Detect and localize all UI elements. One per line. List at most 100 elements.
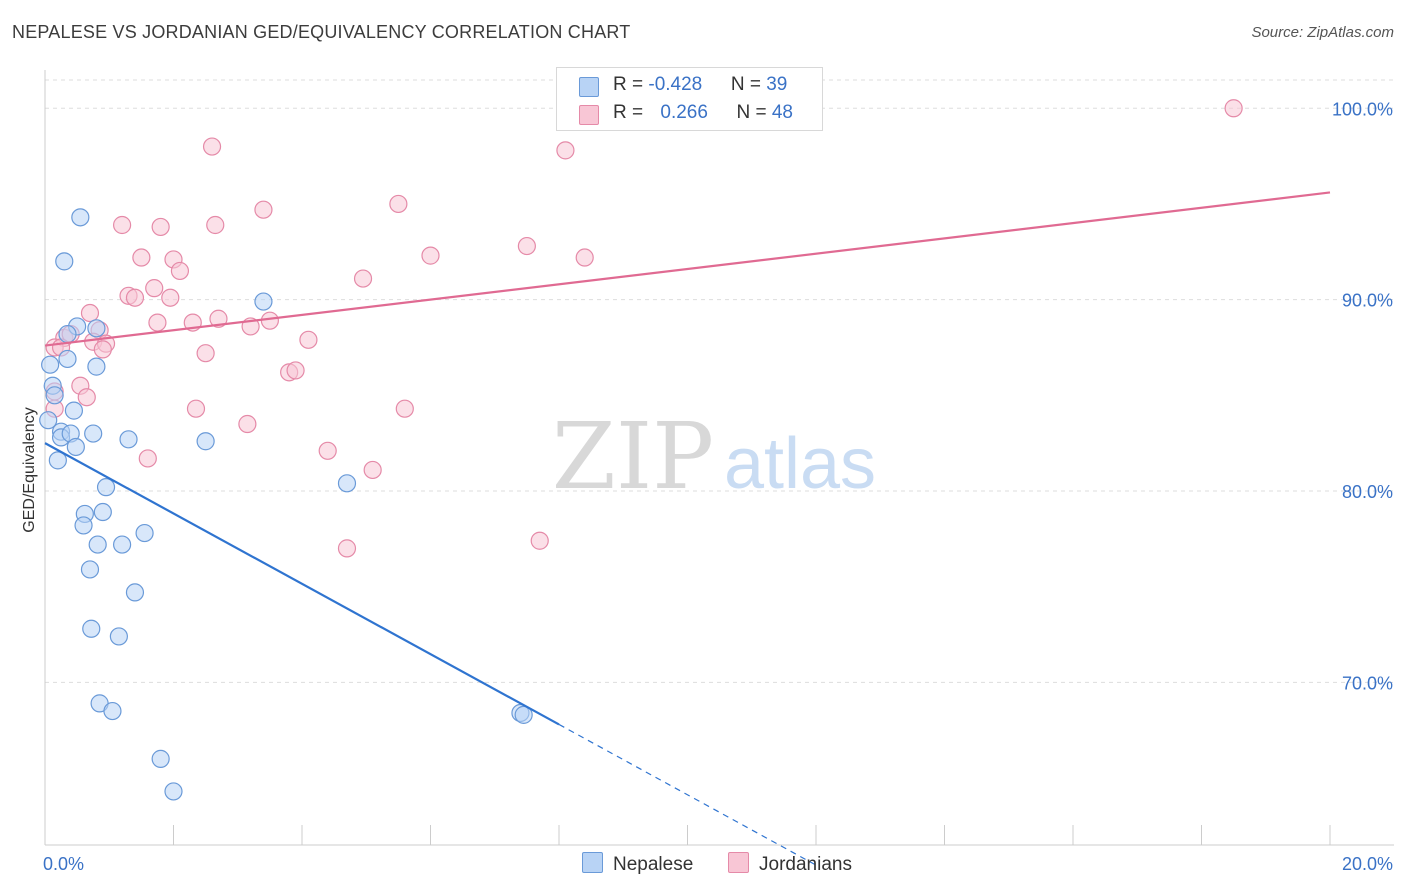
nepalese-trendline bbox=[44, 442, 560, 726]
jordanian-point bbox=[299, 330, 318, 349]
jordanian-point bbox=[318, 441, 337, 460]
jordanian-point bbox=[1224, 99, 1243, 118]
y-tick-label: 90.0% bbox=[1342, 291, 1393, 311]
jordanian-point bbox=[132, 248, 151, 267]
jordanian-point bbox=[77, 388, 96, 407]
nepalese-point bbox=[71, 208, 90, 227]
nepalese-point bbox=[88, 535, 107, 554]
nepalese-point bbox=[58, 324, 77, 344]
bottom-legend-label-nepalese: Nepalese bbox=[613, 854, 694, 875]
jordanian-point bbox=[575, 248, 594, 267]
nepalese-point bbox=[119, 430, 138, 449]
nepalese-point bbox=[64, 401, 84, 420]
jordanian-point bbox=[209, 309, 228, 328]
nepalese-point bbox=[196, 432, 215, 451]
jordanian-point bbox=[337, 539, 357, 558]
jordanian-point bbox=[202, 137, 222, 156]
jordanian-point bbox=[93, 340, 112, 359]
x-tick-label-max: 20.0% bbox=[1342, 854, 1393, 874]
nepalese-point bbox=[41, 355, 60, 374]
jordanian-point bbox=[286, 361, 305, 380]
jordanian-point bbox=[353, 269, 373, 288]
trendlines bbox=[44, 191, 1331, 866]
legend-r-value-nepalese: -0.428 bbox=[648, 74, 703, 95]
nepalese-point bbox=[337, 474, 357, 493]
legend-swatch-jordanian bbox=[579, 105, 599, 125]
legend-r-value-jordanian: 0.266 bbox=[660, 102, 708, 123]
legend-r-label-nepalese: R = bbox=[613, 74, 649, 95]
legend-swatch-nepalese bbox=[579, 77, 599, 97]
bottom-legend-label-jordanian: Jordanians bbox=[759, 854, 852, 875]
jordanian-point bbox=[238, 414, 257, 434]
bottom-legend-nepalese: Nepalese bbox=[582, 852, 693, 876]
y-tick-label: 100.0% bbox=[1332, 99, 1393, 119]
watermark: ZIP atlas bbox=[552, 403, 876, 510]
nepalese-trendline-extension bbox=[558, 723, 817, 866]
jordanian-point bbox=[80, 303, 100, 323]
nepalese-point bbox=[164, 782, 183, 801]
jordanian-point bbox=[556, 141, 575, 160]
legend-n-label-jordanian: N = bbox=[736, 102, 772, 123]
y-tick-label: 70.0% bbox=[1342, 673, 1393, 693]
nepalese-point bbox=[74, 516, 93, 535]
nepalese-point bbox=[151, 749, 170, 768]
jordanian-point bbox=[125, 288, 145, 307]
nepalese-point bbox=[87, 357, 106, 376]
bottom-legend-swatch-jordanian bbox=[728, 852, 749, 873]
jordanian-point bbox=[138, 449, 157, 468]
jordanian-point bbox=[196, 344, 215, 363]
jordanian-point bbox=[186, 399, 206, 418]
nepalese-point bbox=[112, 535, 132, 554]
nepalese-point bbox=[125, 583, 145, 602]
jordanian-point bbox=[170, 261, 190, 281]
tick-labels: 70.0% 80.0% 90.0% 100.0% 0.0% 20.0% bbox=[43, 99, 1393, 874]
nepalese-point bbox=[82, 619, 101, 638]
nepalese-point bbox=[93, 502, 112, 522]
nepalese-point bbox=[48, 451, 67, 470]
nepalese-point bbox=[39, 411, 58, 430]
nepalese-point bbox=[514, 705, 533, 724]
nepalese-point bbox=[45, 386, 64, 405]
jordanian-point bbox=[421, 246, 440, 265]
nepalese-point bbox=[80, 560, 100, 579]
y-tick-label: 80.0% bbox=[1342, 482, 1393, 502]
nepalese-point bbox=[135, 523, 154, 543]
jordanian-point bbox=[112, 215, 132, 235]
jordanian-point bbox=[395, 399, 414, 418]
nepalese-point bbox=[87, 319, 106, 338]
source-label: Source: ZipAtlas.com bbox=[1251, 24, 1394, 41]
jordanian-trendline bbox=[44, 191, 1331, 347]
jordanian-point bbox=[145, 279, 164, 298]
correlation-legend: R = -0.428 N = 39 R = 0.266 N = 48 bbox=[556, 67, 823, 131]
axis-layer bbox=[44, 70, 1394, 846]
legend-n-value-nepalese: 39 bbox=[766, 74, 788, 95]
legend-n-label-nepalese: N = bbox=[730, 74, 767, 95]
jordanian-point bbox=[254, 200, 273, 219]
jordanian-point bbox=[363, 460, 382, 480]
nepalese-point bbox=[109, 627, 128, 646]
jordanian-point bbox=[530, 531, 549, 550]
nepalese-point bbox=[58, 349, 77, 369]
nepalese-point bbox=[84, 424, 103, 443]
jordanian-point bbox=[151, 217, 170, 237]
nepalese-point bbox=[96, 478, 116, 497]
x-tick-label-min: 0.0% bbox=[43, 854, 84, 874]
nepalese-point bbox=[66, 437, 85, 457]
nepalese-point bbox=[103, 701, 122, 721]
nepalese-points bbox=[39, 208, 533, 801]
nepalese-point bbox=[254, 292, 273, 311]
legend-n-value-jordanian: 48 bbox=[771, 102, 793, 123]
watermark-atlas: atlas bbox=[724, 424, 876, 504]
nepalese-point bbox=[55, 252, 74, 271]
jordanian-point bbox=[161, 288, 180, 307]
chart-title: NEPALESE VS JORDANIAN GED/EQUIVALENCY CO… bbox=[12, 22, 631, 42]
jordanian-point bbox=[148, 313, 167, 332]
jordanian-point bbox=[206, 215, 225, 235]
watermark-zip: ZIP bbox=[552, 403, 714, 510]
jordanian-point bbox=[389, 194, 408, 214]
legend-r-label-jordanian: R = bbox=[613, 102, 649, 123]
bottom-legend-jordanian: Jordanians bbox=[728, 852, 852, 876]
jordanian-point bbox=[517, 236, 536, 256]
grid-layer bbox=[45, 79, 1394, 683]
